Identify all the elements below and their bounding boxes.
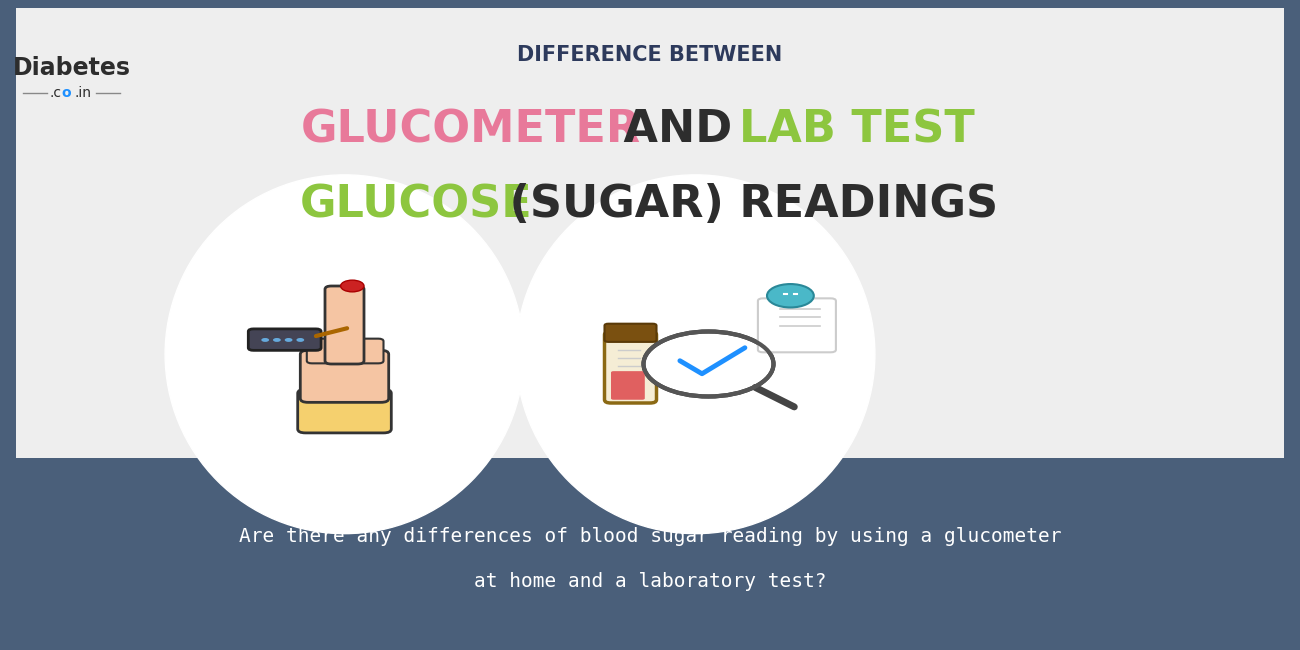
FancyBboxPatch shape xyxy=(758,298,836,352)
Circle shape xyxy=(285,338,292,342)
FancyBboxPatch shape xyxy=(329,339,358,363)
FancyBboxPatch shape xyxy=(604,332,656,403)
Text: Are there any differences of blood sugar reading by using a glucometer: Are there any differences of blood sugar… xyxy=(239,526,1061,546)
FancyBboxPatch shape xyxy=(307,339,335,363)
Text: GLUCOSE: GLUCOSE xyxy=(299,183,532,226)
Text: .in: .in xyxy=(74,86,91,100)
Circle shape xyxy=(261,338,269,342)
FancyBboxPatch shape xyxy=(248,329,321,350)
Text: AND: AND xyxy=(607,109,748,151)
Circle shape xyxy=(644,332,774,396)
Text: at home and a laboratory test?: at home and a laboratory test? xyxy=(473,572,827,592)
Circle shape xyxy=(767,284,814,307)
Text: Diabetes: Diabetes xyxy=(13,57,130,80)
FancyBboxPatch shape xyxy=(355,339,384,363)
Text: .c: .c xyxy=(49,86,61,100)
Circle shape xyxy=(273,338,281,342)
FancyBboxPatch shape xyxy=(604,324,656,342)
FancyBboxPatch shape xyxy=(300,350,389,402)
Bar xyxy=(16,8,1284,458)
Text: DIFFERENCE BETWEEN: DIFFERENCE BETWEEN xyxy=(517,46,783,65)
FancyBboxPatch shape xyxy=(611,371,645,400)
Ellipse shape xyxy=(165,175,524,534)
FancyBboxPatch shape xyxy=(325,286,364,364)
Ellipse shape xyxy=(516,175,875,534)
Circle shape xyxy=(296,338,304,342)
FancyBboxPatch shape xyxy=(298,389,391,433)
Text: (SUGAR) READINGS: (SUGAR) READINGS xyxy=(494,183,998,226)
Circle shape xyxy=(341,280,364,292)
Text: LAB TEST: LAB TEST xyxy=(738,109,975,151)
Text: o: o xyxy=(61,86,72,100)
Text: GLUCOMETER: GLUCOMETER xyxy=(300,109,641,151)
